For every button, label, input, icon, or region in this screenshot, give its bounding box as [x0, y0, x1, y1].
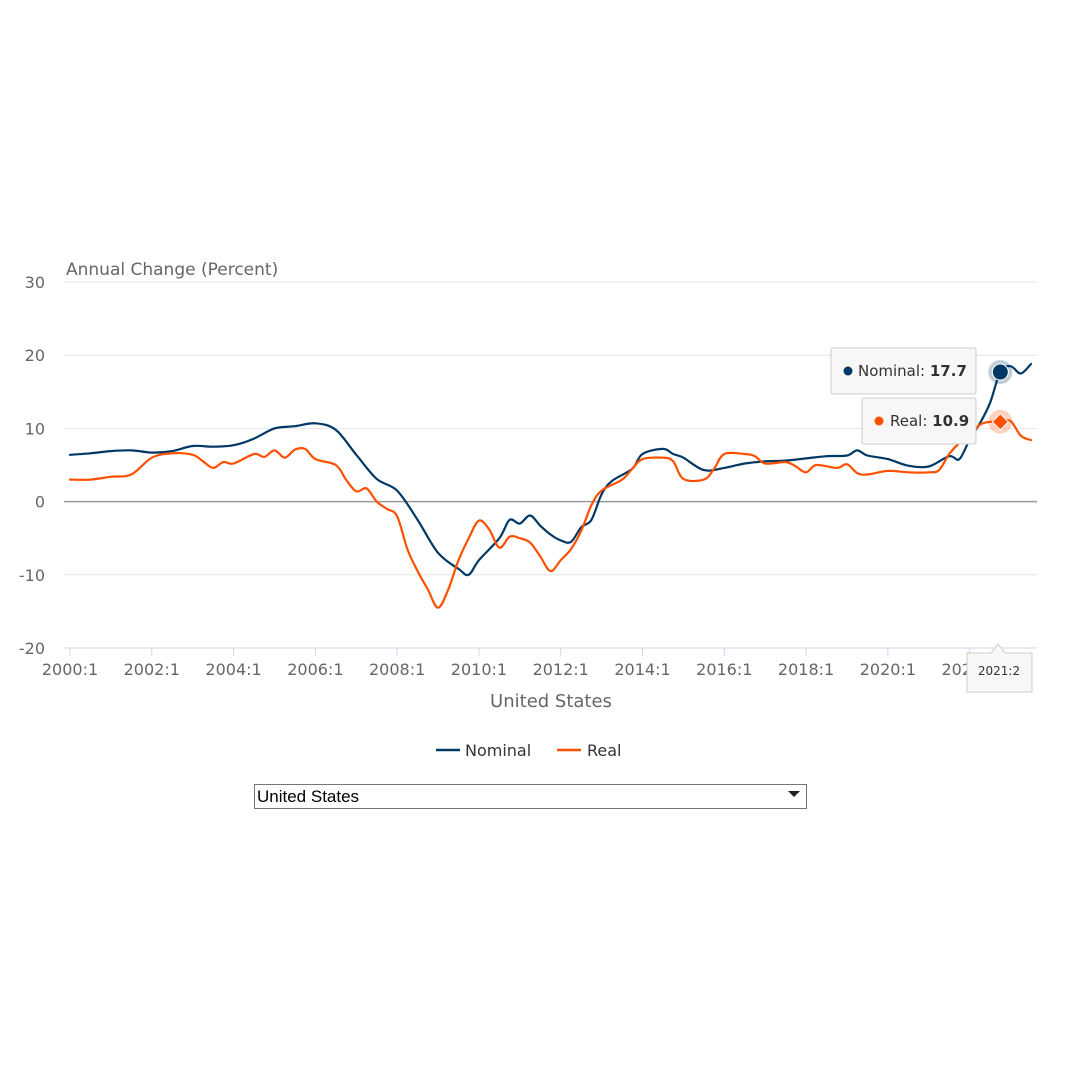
- region-select-value: United States: [257, 786, 360, 806]
- series-line-nominal: [68, 362, 1033, 577]
- chevron-down-icon: [788, 791, 800, 797]
- y-tick-label: -20: [19, 639, 45, 658]
- real-tooltip-dot: [874, 416, 884, 426]
- series-lines: [68, 362, 1033, 609]
- gridlines: [64, 281, 1037, 649]
- x-tick-label: 2006:1: [287, 660, 343, 679]
- series-line-real: [68, 419, 1033, 609]
- tooltip-real: Real: 10.9: [861, 397, 977, 445]
- tooltip-nominal-value: 17.7: [930, 362, 967, 380]
- y-tick-label: 0: [35, 493, 45, 512]
- x-tick-label: 2010:1: [451, 660, 507, 679]
- x-tick-label: 2014:1: [614, 660, 670, 679]
- hover-markers: [988, 360, 1013, 434]
- y-tick-label: 30: [25, 273, 45, 292]
- legend-label-real: Real: [587, 741, 622, 760]
- legend: Nominal Real: [436, 741, 622, 760]
- x-tick-label: 2012:1: [533, 660, 589, 679]
- y-tick-labels: 30 20 10 0 -10 -20: [19, 273, 45, 658]
- legend-item-real[interactable]: Real: [557, 741, 622, 760]
- x-tick-label: 2018:1: [778, 660, 834, 679]
- tooltip-nominal-label: Nominal: [858, 362, 920, 380]
- svg-text:Real: 10.9: Real: 10.9: [890, 412, 969, 430]
- x-tick-label: 2004:1: [205, 660, 261, 679]
- y-tick-label: -10: [19, 566, 45, 585]
- x-tick-label: 2000:1: [42, 660, 98, 679]
- x-tick-label: 2008:1: [369, 660, 425, 679]
- y-tick-label: 20: [25, 346, 45, 365]
- x-tick-label: 2002:1: [124, 660, 180, 679]
- y-tick-label: 10: [25, 419, 45, 438]
- legend-label-nominal: Nominal: [465, 741, 531, 760]
- x-tick-label: 2020:1: [860, 660, 916, 679]
- real-hover-point: [991, 413, 1010, 431]
- x-axis-title: United States: [490, 691, 612, 712]
- region-select[interactable]: United States: [254, 784, 807, 809]
- tooltip-real-label: Real: [890, 412, 922, 430]
- tooltip-date-label: 2021:2: [978, 664, 1020, 678]
- tooltip-nominal: Nominal: 17.7: [830, 347, 977, 395]
- nominal-hover-point: [991, 363, 1009, 381]
- legend-item-nominal[interactable]: Nominal: [436, 741, 531, 760]
- x-tick-label: 2016:1: [696, 660, 752, 679]
- nominal-tooltip-dot: [843, 366, 853, 376]
- svg-text:Nominal: 17.7: Nominal: 17.7: [858, 362, 967, 380]
- y-axis-title: Annual Change (Percent): [66, 260, 278, 280]
- x-tick-labels: 2000:1 2002:1 2004:1 2006:1 2008:1 2010:1 2012…: [42, 648, 998, 679]
- tooltip-real-value: 10.9: [932, 412, 969, 430]
- tooltip-date: 2021:2: [966, 643, 1033, 693]
